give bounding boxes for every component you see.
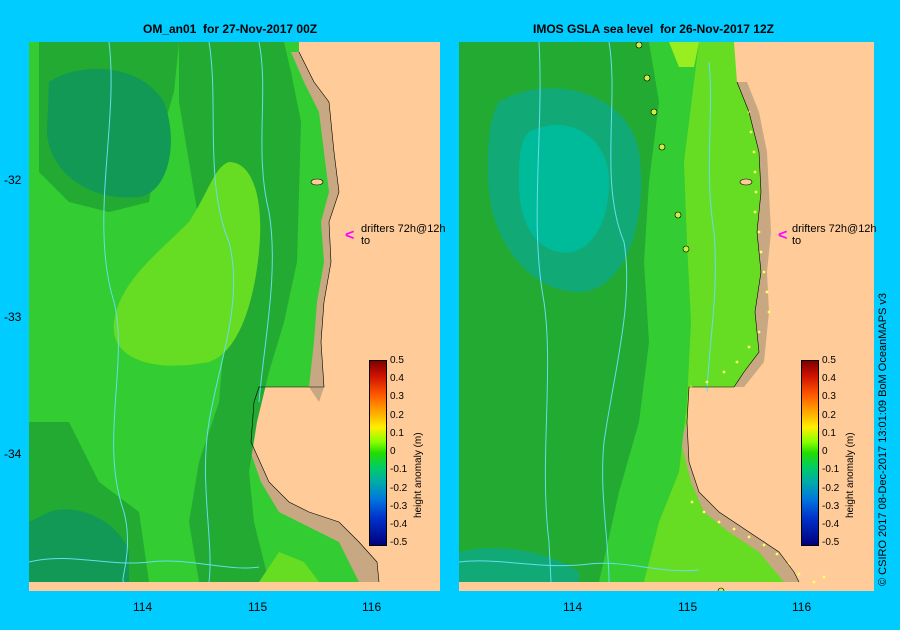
colorbar-title: height anomaly (m) bbox=[413, 432, 424, 518]
drifter-point bbox=[717, 587, 725, 591]
drifter-point bbox=[682, 245, 690, 253]
north-light bbox=[669, 42, 699, 67]
colorbar-label: -0.2 bbox=[822, 483, 840, 494]
rottnest-island bbox=[310, 178, 324, 186]
shelf-strip-south bbox=[247, 402, 379, 582]
contour-line-3 bbox=[706, 61, 716, 393]
coastal-drifter-dots bbox=[689, 110, 826, 584]
coastal-light bbox=[259, 552, 319, 582]
colorbar-label: 0.4 bbox=[822, 373, 836, 384]
colorbar-label: 0 bbox=[390, 446, 396, 457]
colorbar-gradient bbox=[801, 360, 819, 546]
contour-line-3 bbox=[258, 42, 273, 403]
x-tick-label: 114 bbox=[563, 600, 583, 614]
west-core-deep bbox=[519, 125, 609, 253]
left-panel-title: OM_an01 for 27-Nov-2017 00Z bbox=[143, 22, 318, 36]
colorbar-label: -0.5 bbox=[822, 537, 840, 548]
x-tick-label: 116 bbox=[792, 600, 812, 614]
contour-line-2 bbox=[205, 42, 235, 583]
contour-line-2 bbox=[602, 42, 628, 583]
south-core bbox=[459, 548, 579, 582]
drifter-point bbox=[643, 74, 651, 82]
colorbar-label: -0.3 bbox=[822, 501, 840, 512]
y-tick-label: -33 bbox=[4, 310, 22, 324]
colorbar-label: 0.2 bbox=[822, 410, 836, 421]
contour-line-4 bbox=[29, 557, 260, 569]
left-drifter-arrow-icon: < bbox=[345, 227, 355, 244]
shelf-strip bbox=[734, 82, 771, 387]
colorbar-label: -0.4 bbox=[390, 519, 408, 530]
colorbar-label: -0.4 bbox=[822, 519, 840, 530]
coastline bbox=[250, 51, 380, 583]
coastline bbox=[686, 81, 800, 583]
y-tick-label: -32 bbox=[4, 173, 22, 187]
colorbar-label: -0.3 bbox=[390, 501, 408, 512]
y-tick-label: -34 bbox=[4, 447, 22, 461]
colorbar-label: -0.1 bbox=[390, 464, 408, 475]
colorbar-label: 0.2 bbox=[390, 410, 404, 421]
colorbar-gradient bbox=[369, 360, 387, 546]
colorbar-label: -0.1 bbox=[822, 464, 840, 475]
south-core bbox=[29, 509, 129, 582]
right-drifter-arrow-icon: < bbox=[778, 227, 788, 244]
drifter-point bbox=[674, 211, 682, 219]
contour-line-1 bbox=[103, 42, 128, 583]
colorbar-label: 0.1 bbox=[822, 428, 836, 439]
colorbar-label: 0 bbox=[822, 446, 828, 457]
colorbar-label: 0.5 bbox=[390, 355, 404, 366]
drifter-point bbox=[658, 143, 666, 151]
shelf-strip bbox=[291, 52, 339, 402]
x-tick-label: 114 bbox=[133, 600, 153, 614]
left-drifter-label: drifters 72h@12h to bbox=[361, 223, 446, 247]
x-tick-label: 115 bbox=[678, 600, 698, 614]
contour-line-1 bbox=[536, 42, 552, 583]
copyright-text: © CSIRO 2017 08-Dec-2017 13:01:09 BoM Oc… bbox=[877, 292, 889, 586]
shelf-strip-south bbox=[681, 422, 799, 582]
colorbar-label: 0.3 bbox=[822, 391, 836, 402]
central-ridge bbox=[113, 162, 261, 366]
contour-line-4 bbox=[459, 560, 700, 572]
colorbar-label: 0.3 bbox=[390, 391, 404, 402]
colorbar-label: -0.2 bbox=[390, 483, 408, 494]
right-drifter-label: drifters 72h@12h to bbox=[792, 223, 877, 247]
right-panel-title: IMOS GSLA sea level for 26-Nov-2017 12Z bbox=[533, 22, 774, 36]
drifter-point bbox=[635, 42, 643, 49]
colorbar-label: 0.1 bbox=[390, 428, 404, 439]
left-map-panel[interactable] bbox=[29, 42, 440, 591]
colorbar-title: height anomaly (m) bbox=[845, 432, 856, 518]
left-map-svg bbox=[29, 42, 380, 583]
drifter-point bbox=[650, 108, 658, 116]
rottnest-island bbox=[739, 178, 753, 186]
x-tick-label: 116 bbox=[362, 600, 382, 614]
colorbar-label: 0.4 bbox=[390, 373, 404, 384]
x-tick-label: 115 bbox=[248, 600, 268, 614]
right-map-svg bbox=[459, 42, 826, 591]
colorbar-label: 0.5 bbox=[822, 355, 836, 366]
colorbar-label: -0.5 bbox=[390, 537, 408, 548]
